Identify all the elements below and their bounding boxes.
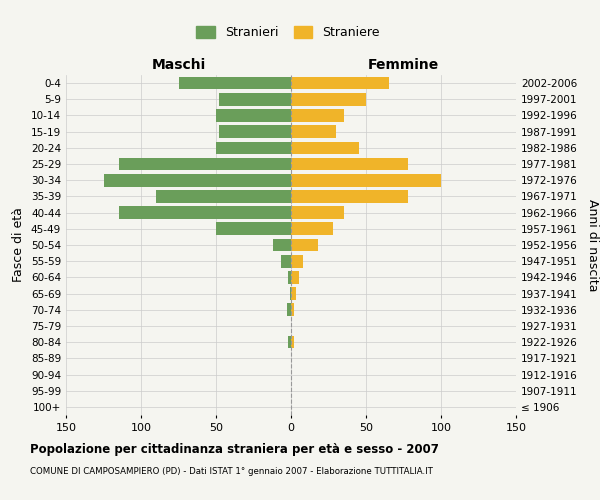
Bar: [291, 190, 408, 202]
Bar: [219, 126, 291, 138]
Bar: [291, 126, 336, 138]
Bar: [290, 288, 291, 300]
Bar: [288, 336, 291, 348]
Bar: [219, 93, 291, 106]
Bar: [291, 109, 343, 122]
Text: Popolazione per cittadinanza straniera per età e sesso - 2007: Popolazione per cittadinanza straniera p…: [30, 442, 439, 456]
Bar: [287, 304, 291, 316]
Text: COMUNE DI CAMPOSAMPIERO (PD) - Dati ISTAT 1° gennaio 2007 - Elaborazione TUTTITA: COMUNE DI CAMPOSAMPIERO (PD) - Dati ISTA…: [30, 468, 433, 476]
Legend: Stranieri, Straniere: Stranieri, Straniere: [191, 21, 385, 44]
Bar: [156, 190, 291, 202]
Bar: [291, 304, 294, 316]
Bar: [281, 255, 291, 268]
Bar: [291, 336, 294, 348]
Y-axis label: Fasce di età: Fasce di età: [13, 208, 25, 282]
Bar: [216, 142, 291, 154]
Bar: [291, 238, 318, 252]
Bar: [291, 77, 389, 90]
Bar: [291, 174, 441, 186]
Bar: [291, 255, 303, 268]
Bar: [291, 93, 366, 106]
Bar: [291, 271, 299, 283]
Bar: [291, 158, 408, 170]
Bar: [216, 222, 291, 235]
Text: Femmine: Femmine: [368, 58, 439, 72]
Y-axis label: Anni di nascita: Anni di nascita: [586, 198, 599, 291]
Bar: [273, 238, 291, 252]
Bar: [119, 158, 291, 170]
Bar: [179, 77, 291, 90]
Text: Maschi: Maschi: [151, 58, 206, 72]
Bar: [291, 288, 296, 300]
Bar: [216, 109, 291, 122]
Bar: [291, 142, 359, 154]
Bar: [119, 206, 291, 219]
Bar: [291, 222, 333, 235]
Bar: [104, 174, 291, 186]
Bar: [291, 206, 343, 219]
Bar: [288, 271, 291, 283]
